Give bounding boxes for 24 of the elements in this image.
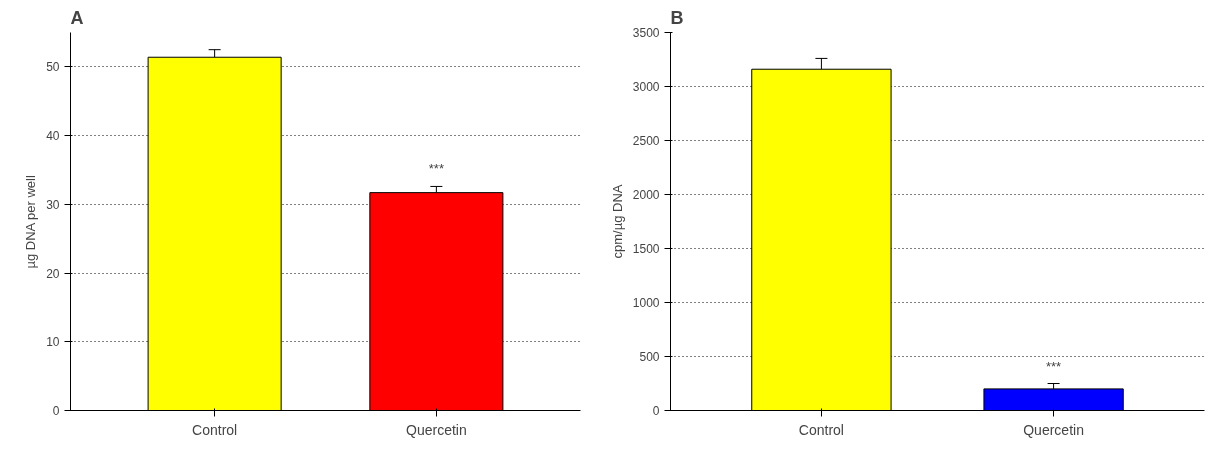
y-tick-label: 50 <box>46 60 60 75</box>
y-tick-label: 40 <box>46 129 60 144</box>
chart-title: B <box>670 7 684 28</box>
y-tick-label: 20 <box>46 266 60 281</box>
y-tick-label: 2500 <box>632 134 660 148</box>
x-tick-label: Control <box>798 421 844 438</box>
y-tick-label: 1000 <box>632 296 660 310</box>
y-tick-label: 0 <box>52 404 60 418</box>
y-tick-label: 1500 <box>632 242 660 256</box>
x-tick-label: Quercetin <box>406 421 467 438</box>
y-tick-label: 500 <box>639 350 660 364</box>
y-tick-label: 3500 <box>632 26 660 40</box>
y-axis-title: cpm/µg DNA <box>609 184 625 259</box>
y-tick-label: 3000 <box>632 80 660 94</box>
y-tick-label: 0 <box>652 404 660 418</box>
chart-title: A <box>70 7 84 28</box>
annotation: *** <box>428 161 444 177</box>
y-tick-label: 2000 <box>632 188 660 202</box>
y-tick-label: 10 <box>46 335 60 350</box>
x-tick-label: Control <box>192 421 238 438</box>
y-tick-label: 30 <box>46 197 60 212</box>
x-tick-label: Quercetin <box>1023 421 1084 438</box>
y-axis-title: µg DNA per well <box>23 175 39 269</box>
annotation: *** <box>1046 358 1062 374</box>
